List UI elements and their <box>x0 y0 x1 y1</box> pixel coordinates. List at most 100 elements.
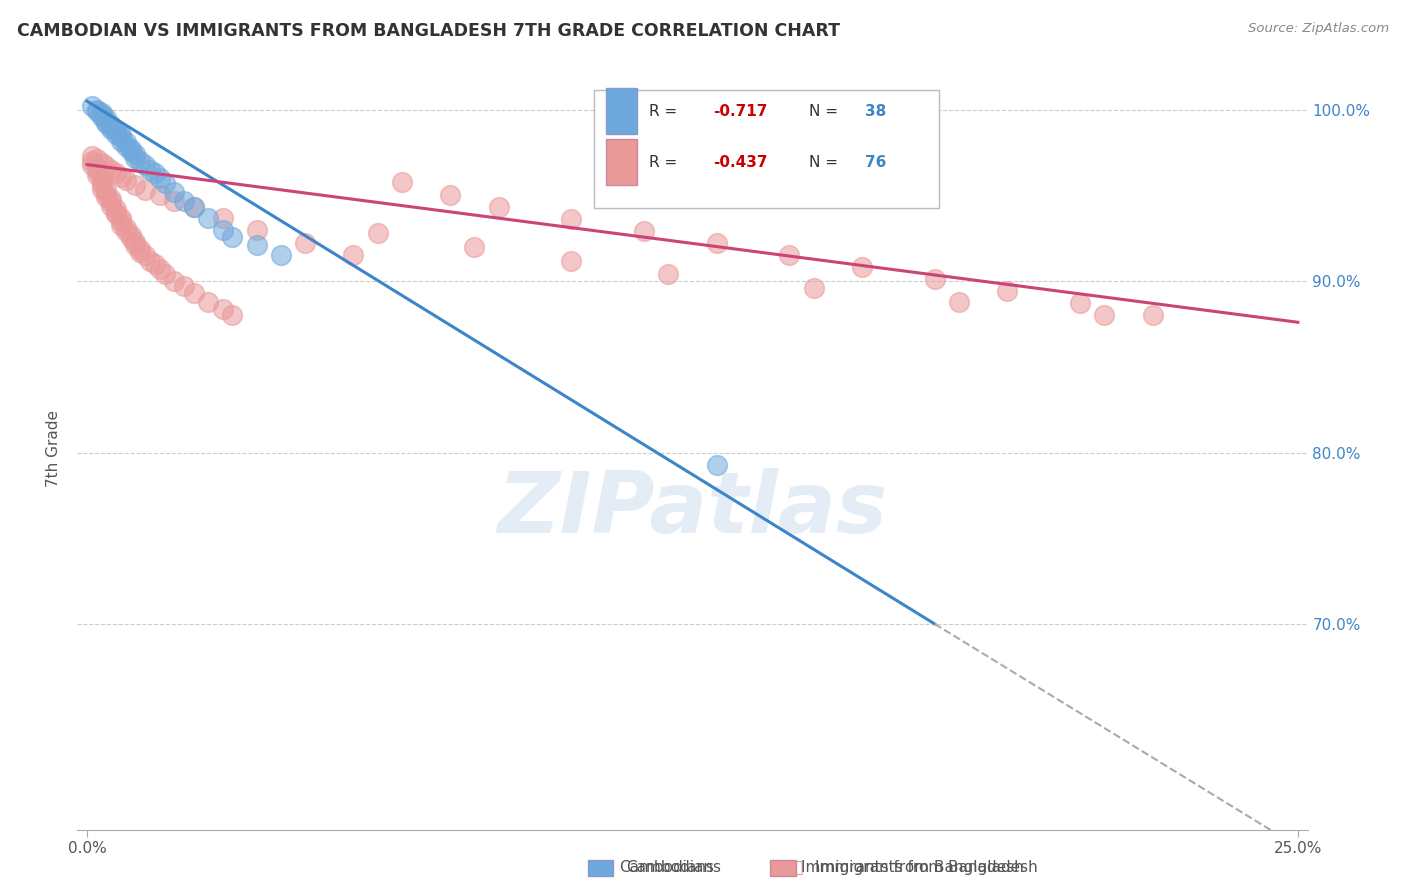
Point <box>100 121 122 136</box>
Point <box>86 161 108 175</box>
Text: R =: R = <box>650 154 682 169</box>
Point <box>367 226 389 240</box>
Point <box>80 158 103 172</box>
Point <box>86 103 108 117</box>
Point <box>90 108 112 122</box>
Point <box>110 214 132 228</box>
Point <box>96 116 118 130</box>
Text: Cambodians: Cambodians <box>619 861 714 875</box>
Text: -0.717: -0.717 <box>713 103 768 119</box>
Point <box>120 142 142 156</box>
Point <box>245 223 267 237</box>
Point <box>110 128 132 143</box>
Text: ZIPatlas: ZIPatlas <box>498 467 887 550</box>
Point <box>183 201 205 215</box>
Point <box>90 171 112 186</box>
Text: Immigrants from Bangladesh: Immigrants from Bangladesh <box>815 860 1038 874</box>
Point <box>1142 309 1164 323</box>
Point <box>90 181 112 195</box>
Point <box>139 253 162 268</box>
Point <box>163 194 186 208</box>
Point <box>143 166 166 180</box>
Point <box>96 114 118 128</box>
Point <box>143 257 166 271</box>
Text: 38: 38 <box>865 103 886 119</box>
Point <box>657 267 679 281</box>
Point <box>124 238 146 252</box>
Point <box>153 177 176 191</box>
Point <box>163 274 186 288</box>
Point <box>96 159 118 173</box>
Point <box>100 192 122 206</box>
Point <box>560 212 582 227</box>
Point <box>100 162 122 177</box>
Point <box>96 183 118 197</box>
Point <box>139 162 162 177</box>
Point <box>105 205 128 219</box>
Point <box>124 178 146 193</box>
Point <box>270 248 292 262</box>
Point <box>114 136 136 150</box>
Text: -0.437: -0.437 <box>713 154 768 169</box>
Text: 76: 76 <box>865 154 886 169</box>
Point <box>105 127 128 141</box>
Point <box>851 260 873 275</box>
Point <box>114 138 136 153</box>
Point <box>129 154 152 169</box>
Point <box>488 201 510 215</box>
Point <box>110 130 132 145</box>
FancyBboxPatch shape <box>606 88 637 134</box>
Text: Source: ZipAtlas.com: Source: ZipAtlas.com <box>1249 22 1389 36</box>
Point <box>706 458 728 472</box>
Point <box>173 279 195 293</box>
Point <box>86 153 108 167</box>
Point <box>149 262 172 277</box>
Point <box>80 149 103 163</box>
Point <box>110 134 132 148</box>
Point <box>134 248 156 262</box>
Point <box>124 151 146 165</box>
Point <box>183 286 205 301</box>
Point <box>294 236 316 251</box>
Point <box>114 224 136 238</box>
Point <box>948 294 970 309</box>
Point <box>105 123 128 137</box>
Point <box>995 285 1018 299</box>
Text: Cambodians: Cambodians <box>626 860 721 874</box>
Point <box>463 240 485 254</box>
Point <box>391 175 413 189</box>
Text: Immigrants from Bangladesh: Immigrants from Bangladesh <box>801 861 1024 875</box>
Point <box>439 188 461 202</box>
Point <box>183 201 205 215</box>
Point <box>197 294 219 309</box>
Point <box>80 99 103 113</box>
Point <box>706 236 728 251</box>
Point <box>149 171 172 186</box>
Point <box>90 178 112 193</box>
Point <box>100 118 122 132</box>
Y-axis label: 7th Grade: 7th Grade <box>46 409 62 487</box>
Point <box>924 272 946 286</box>
Point <box>803 281 825 295</box>
Point <box>120 227 142 242</box>
Point <box>96 186 118 201</box>
Point <box>120 231 142 245</box>
Point <box>110 169 132 184</box>
Point <box>149 188 172 202</box>
Point <box>129 245 152 260</box>
Point <box>134 183 156 197</box>
Text: R =: R = <box>650 103 682 119</box>
Text: □: □ <box>595 857 614 877</box>
Point <box>90 175 112 189</box>
FancyBboxPatch shape <box>606 139 637 186</box>
Text: CAMBODIAN VS IMMIGRANTS FROM BANGLADESH 7TH GRADE CORRELATION CHART: CAMBODIAN VS IMMIGRANTS FROM BANGLADESH … <box>17 22 839 40</box>
Point <box>245 238 267 252</box>
Point <box>100 120 122 134</box>
Point <box>129 242 152 256</box>
Point <box>110 218 132 232</box>
Point <box>86 104 108 119</box>
Point <box>124 235 146 249</box>
Point <box>211 223 233 237</box>
Point <box>342 248 364 262</box>
Point <box>86 168 108 182</box>
